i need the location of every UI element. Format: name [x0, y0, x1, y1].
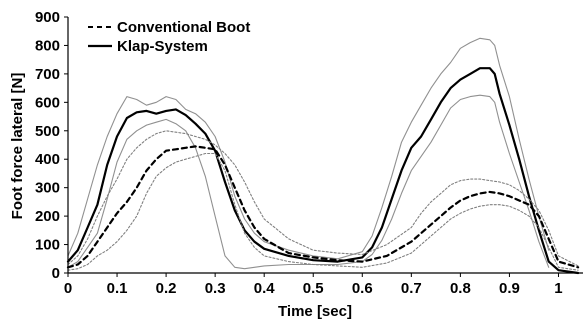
- y-tick-label: 900: [35, 9, 60, 26]
- y-tick-label: 500: [35, 123, 60, 140]
- series-line-klap-system: [66, 67, 580, 275]
- y-tick-label: 700: [35, 66, 60, 83]
- x-axis-ticks: 0 0.1 0.2 0.3 0.4 0.5 0.6 0.7 0.8 0.9 1: [64, 273, 563, 297]
- y-tick-label: 400: [35, 151, 60, 168]
- y-tick-label: 800: [35, 37, 60, 54]
- x-tick-label: 0.2: [156, 280, 177, 297]
- series-line-dotted-upper: [67, 130, 579, 267]
- y-axis-title: Foot force lateral [N]: [9, 73, 26, 220]
- legend-label-conventional-boot: Conventional Boot: [117, 19, 250, 36]
- series-line-dotted-lower: [67, 152, 579, 271]
- x-tick-label: 1: [554, 280, 562, 297]
- x-tick-label: 0.4: [254, 280, 276, 297]
- x-tick-label: 0.1: [107, 280, 128, 297]
- x-tick-label: 0.8: [450, 280, 471, 297]
- y-tick-label: 300: [35, 180, 60, 197]
- plot-lines: [66, 37, 580, 275]
- x-tick-label: 0.5: [303, 280, 324, 297]
- axes: [67, 17, 583, 274]
- legend: Conventional Boot Klap-System: [88, 19, 250, 55]
- x-tick-label: 0.7: [401, 280, 422, 297]
- series-line-conventional-boot: [66, 145, 580, 269]
- y-axis-ticks: 0 100 200 300 400 500 600 700 800 900: [35, 9, 68, 282]
- x-tick-label: 0.6: [352, 280, 373, 297]
- y-tick-label: 0: [52, 265, 60, 282]
- y-tick-label: 600: [35, 94, 60, 111]
- series-line-solid-thin-upper: [67, 37, 550, 260]
- legend-label-klap-system: Klap-System: [117, 38, 208, 55]
- x-tick-label: 0.3: [205, 280, 226, 297]
- y-tick-label: 200: [35, 208, 60, 225]
- y-tick-label: 100: [35, 237, 60, 254]
- x-axis-title: Time [sec]: [278, 303, 352, 320]
- x-tick-label: 0: [64, 280, 72, 297]
- x-tick-label: 0.9: [499, 280, 520, 297]
